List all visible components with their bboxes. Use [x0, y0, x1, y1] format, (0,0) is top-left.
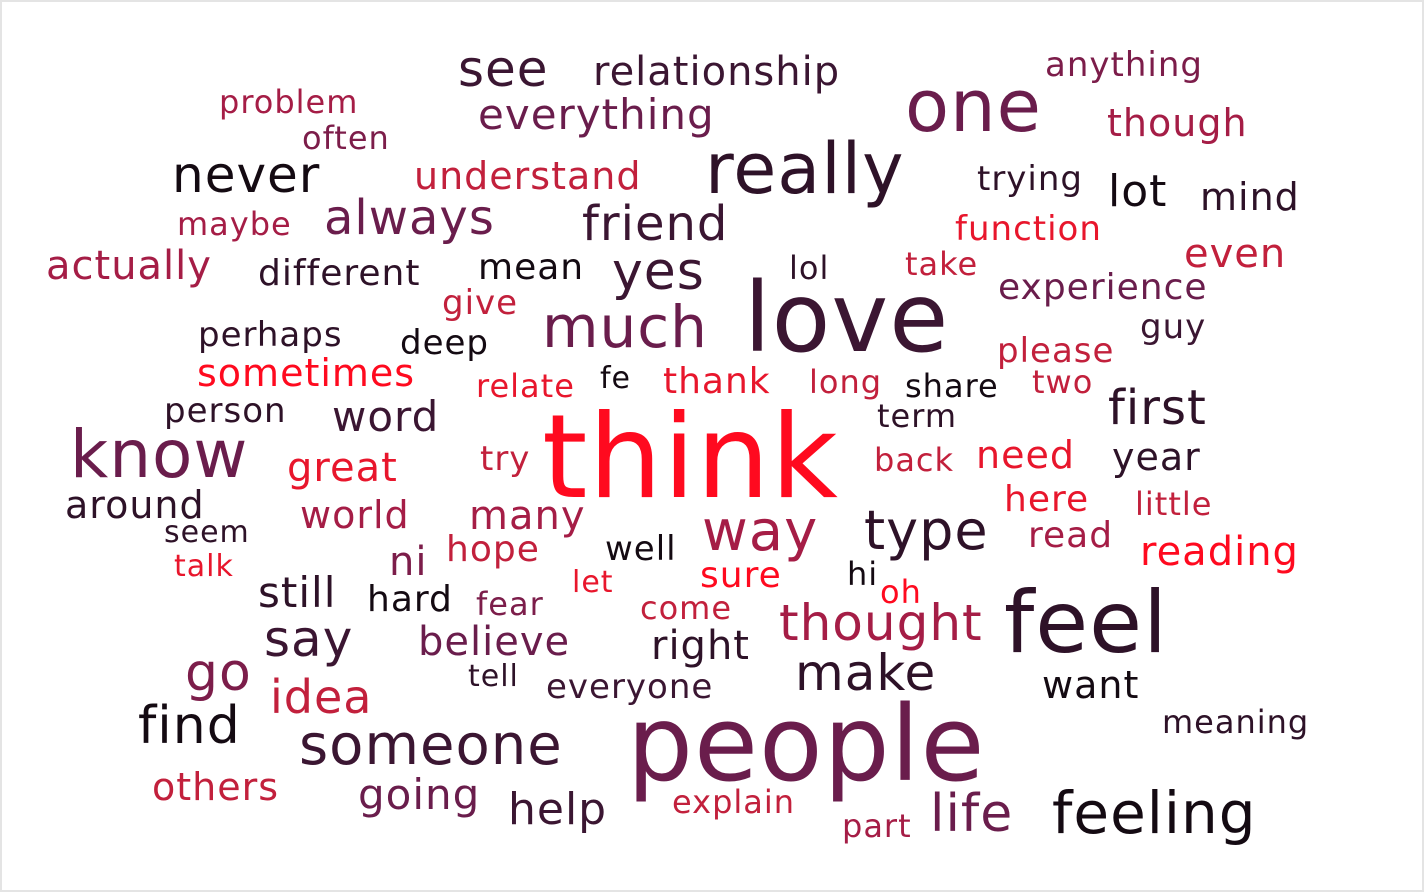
word-let: let [572, 565, 614, 600]
word-fear: fear [476, 585, 544, 623]
word-right: right [651, 623, 750, 669]
word-many: many [469, 493, 586, 539]
word-come: come [640, 589, 733, 627]
word-world: world [300, 493, 410, 537]
word-everything: everything [478, 90, 715, 139]
word-hope: hope [446, 529, 540, 570]
word-help: help [508, 784, 608, 835]
word-believe: believe [418, 619, 571, 665]
word-give: give [442, 283, 519, 323]
word-little: little [1135, 485, 1213, 523]
word-much: much [542, 293, 708, 361]
word-idea: idea [270, 670, 373, 724]
word-go: go [185, 643, 252, 703]
word-please: please [997, 331, 1115, 371]
word-often: often [302, 119, 390, 157]
word-everyone: everyone [546, 667, 714, 707]
word-trying: trying [977, 159, 1084, 199]
word-mean: mean [478, 247, 585, 288]
word-great: great [287, 445, 398, 491]
word-though: though [1107, 101, 1248, 145]
word-make: make [795, 644, 937, 702]
word-life: life [930, 784, 1014, 844]
word-know: know [70, 416, 249, 493]
word-anything: anything [1045, 45, 1203, 85]
word-perhaps: perhaps [198, 315, 343, 355]
word-feel: feel [1004, 573, 1168, 673]
word-tell: tell [468, 659, 519, 694]
word-person: person [164, 391, 287, 431]
word-different: different [258, 253, 421, 294]
word-first: first [1108, 380, 1207, 436]
word-read: read [1028, 515, 1114, 556]
word-ni: ni [389, 539, 428, 585]
word-way: way [702, 499, 819, 564]
word-guy: guy [1140, 307, 1207, 347]
word-hi: hi [847, 555, 879, 593]
word-lot: lot [1108, 166, 1168, 217]
word-deep: deep [400, 323, 489, 363]
word-people: people [627, 683, 986, 805]
word-say: say [264, 610, 354, 668]
word-always: always [324, 190, 495, 246]
word-oh: oh [880, 573, 922, 611]
word-actually: actually [46, 243, 212, 289]
word-find: find [138, 696, 241, 756]
word-long: long [809, 363, 883, 401]
word-word: word [332, 392, 440, 441]
word-feeling: feeling [1052, 779, 1257, 847]
word-really: really [705, 128, 905, 210]
word-problem: problem [219, 83, 359, 121]
word-friend: friend [582, 196, 729, 252]
word-thought: thought [779, 594, 983, 652]
word-never: never [172, 146, 321, 204]
word-two: two [1032, 363, 1094, 401]
word-reading: reading [1140, 529, 1299, 575]
word-understand: understand [414, 154, 642, 198]
word-meaning: meaning [1162, 703, 1310, 741]
word-want: want [1042, 663, 1140, 707]
word-see: see [458, 40, 549, 98]
word-yes: yes [612, 242, 705, 302]
word-take: take [905, 245, 979, 283]
word-type: type [864, 499, 989, 562]
word-need: need [976, 433, 1075, 477]
word-going: going [358, 770, 481, 819]
word-someone: someone [299, 713, 563, 778]
word-around: around [65, 483, 205, 527]
word-part: part [842, 807, 912, 845]
word-thank: thank [663, 361, 771, 402]
word-function: function [955, 209, 1102, 249]
word-try: try [480, 439, 531, 479]
word-share: share [905, 367, 999, 405]
word-sure: sure [700, 555, 782, 596]
word-even: even [1184, 231, 1287, 277]
word-still: still [258, 568, 337, 617]
word-lol: lol [789, 249, 830, 287]
word-back: back [874, 441, 955, 479]
word-experience: experience [998, 267, 1208, 308]
word-fe: fe [600, 361, 632, 396]
word-love: love [744, 262, 950, 374]
word-year: year [1112, 435, 1201, 479]
word-term: term [877, 397, 957, 435]
word-relationship: relationship [593, 49, 841, 95]
word-explain: explain [672, 783, 796, 821]
word-sometimes: sometimes [197, 351, 416, 395]
word-well: well [605, 529, 677, 569]
word-talk: talk [174, 549, 234, 584]
word-seem: seem [164, 515, 250, 550]
word-here: here [1004, 479, 1090, 520]
word-relate: relate [476, 367, 575, 405]
word-hard: hard [367, 579, 453, 620]
word-think: think [542, 390, 839, 525]
word-mind: mind [1200, 175, 1300, 219]
word-one: one [905, 64, 1042, 148]
word-maybe: maybe [177, 205, 292, 243]
word-others: others [152, 765, 280, 809]
